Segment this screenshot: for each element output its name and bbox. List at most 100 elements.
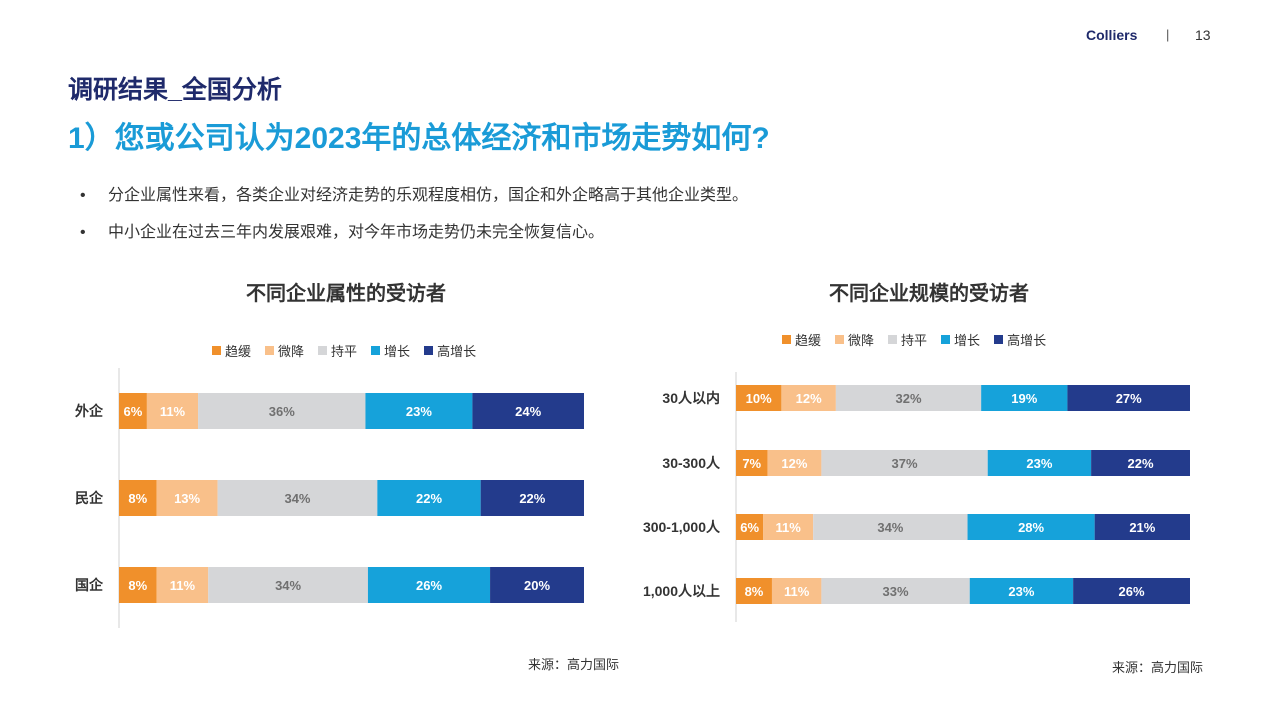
data-label: 11% [776,520,802,535]
bar-segment [987,450,1092,476]
legend-label: 微降 [278,344,305,359]
category-label: 1,000人以上 [643,583,720,599]
category-label: 30人以内 [662,390,720,406]
data-label: 34% [275,578,301,593]
legend-swatch-icon [424,346,434,355]
category-label: 外企 [75,403,104,419]
bar-segment [767,450,822,476]
bar-segment [781,385,836,411]
bullet-dot-icon: • [80,224,86,241]
source-note-ownership: 来源：高力国际 [528,657,620,672]
data-label: 22% [519,491,545,506]
data-label: 11% [170,578,196,593]
data-label: 33% [883,584,909,599]
bullet-item: • 分企业属性来看，各类企业对经济走势的乐观程度相仿，国企和外企略高于其他企业类型… [80,185,748,222]
legend-swatch-icon [265,346,275,355]
chart-title-ownership: 不同企业属性的受访者 [246,283,446,305]
legend-swatch-icon [371,346,381,355]
section-subtitle: 调研结果_全国分析 [68,76,282,104]
bar-segment [736,385,782,411]
data-label: 34% [877,520,903,535]
data-label: 7% [742,456,761,471]
data-label: 19% [1011,391,1037,406]
data-label: 13% [174,491,200,506]
category-label: 300-1,000人 [643,519,721,535]
bar-segment [821,578,970,604]
bar-segment [1067,385,1190,411]
data-label: 12% [781,456,807,471]
bar-segment [156,567,209,603]
legend-swatch-icon [941,335,951,344]
legend-label: 趋缓 [795,333,822,348]
data-label: 20% [524,578,550,593]
bullet-text: 中小企业在过去三年内发展艰难，对今年市场走势仍未完全恢复信心。 [108,224,605,241]
bar-segment [1073,578,1190,604]
legend-label: 持平 [901,333,928,348]
bar-segment [736,514,764,540]
data-label: 8% [128,578,147,593]
bar-segment [119,567,157,603]
bar-segment [156,480,218,516]
bar-segment [967,514,1095,540]
legend-item: 微降 [265,341,304,360]
legend-swatch-icon [835,335,845,344]
bar-segment [969,578,1074,604]
bar-segment [763,514,814,540]
bar-segment [813,514,968,540]
bar-segment [1091,450,1190,476]
data-label: 34% [284,491,310,506]
bar-segment [835,385,982,411]
legend-item: 高增长 [994,330,1046,349]
legend-item: 高增长 [424,341,476,360]
bullet-text: 分企业属性来看，各类企业对经济走势的乐观程度相仿，国企和外企略高于其他企业类型。 [108,187,749,204]
bar-segment [480,480,584,516]
legend-label: 趋缓 [225,344,252,359]
legend-swatch-icon [782,335,791,344]
page-number: 13 [1195,27,1211,43]
legend-item: 持平 [318,341,357,360]
data-label: 28% [1018,520,1044,535]
data-label: 23% [1026,456,1052,471]
chart-title-size: 不同企业规模的受访者 [829,283,1029,305]
data-label: 32% [896,391,922,406]
bullet-dot-icon: • [80,187,86,204]
bar-segment [821,450,988,476]
colliers-logo: Colliers [1086,27,1138,43]
bar-segment [377,480,481,516]
legend-label: 微降 [848,333,875,348]
data-label: 11% [160,404,186,419]
data-label: 21% [1129,520,1155,535]
bar-segment [146,393,199,429]
data-label: 26% [416,578,442,593]
bar-segment [490,567,584,603]
data-label: 27% [1116,391,1142,406]
data-label: 8% [745,584,764,599]
data-label: 8% [128,491,147,506]
legend-label: 持平 [331,344,358,359]
data-label: 23% [406,404,432,419]
bar-segment [367,567,491,603]
bar-segment [198,393,366,429]
category-label: 民企 [75,490,104,506]
bar-segment [1094,514,1190,540]
bar-segment [771,578,822,604]
bar-segment [736,578,772,604]
legend-item: 增长 [941,330,980,349]
legend-item: 趋缓 [212,341,251,360]
legend-label: 增长 [384,344,411,359]
bar-segment [365,393,473,429]
data-label: 23% [1008,584,1034,599]
data-label: 12% [796,391,822,406]
legend-swatch-icon [994,335,1004,344]
data-label: 11% [784,584,810,599]
legend-swatch-icon [888,335,898,344]
legend-item: 趋缓 [782,330,821,349]
data-label: 22% [1128,456,1154,471]
bar-segment [472,393,584,429]
legend-item: 持平 [888,330,927,349]
legend-label: 高增长 [1007,333,1047,348]
bar-segment [119,480,157,516]
bar-segment [736,450,768,476]
data-label: 37% [892,456,918,471]
bullet-list: • 分企业属性来看，各类企业对经济走势的乐观程度相仿，国企和外企略高于其他企业类型… [80,185,748,259]
